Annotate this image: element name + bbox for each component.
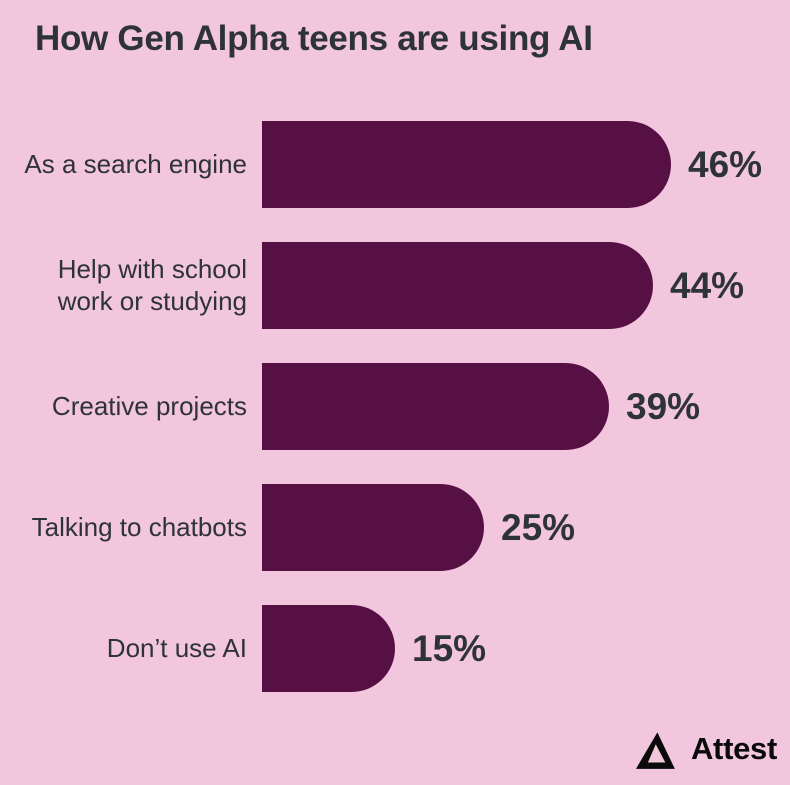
bar-row: Help with school work or studying 44% [0,225,790,346]
bar-chart: As a search engine 46% Help with school wor… [0,104,790,709]
category-label: As a search engine [24,148,247,179]
category-label: Creative projects [51,390,247,421]
category-label: Don’t use AI [106,632,247,663]
category-label: Help with school work or studying [57,253,247,316]
bar [262,484,484,571]
value-label: 15% [412,627,487,669]
value-label: 46% [688,143,763,185]
bar [262,363,609,450]
attest-logo: Attest [632,724,777,774]
bar-row: Creative projects 39% [0,346,790,467]
bar-row: Talking to chatbots 25% [0,467,790,588]
attest-triangle-icon [632,724,678,774]
bar-row: Don’t use AI 15% [0,588,790,709]
bar [262,121,671,208]
attest-logo-text: Attest [690,731,777,766]
value-label: 39% [626,385,701,427]
bar-row: As a search engine 46% [0,104,790,225]
bar [262,242,653,329]
chart-title: How Gen Alpha teens are using AI [35,19,593,58]
bar [262,605,395,692]
value-label: 25% [501,506,576,548]
value-label: 44% [670,264,745,306]
category-label: Talking to chatbots [31,511,247,542]
